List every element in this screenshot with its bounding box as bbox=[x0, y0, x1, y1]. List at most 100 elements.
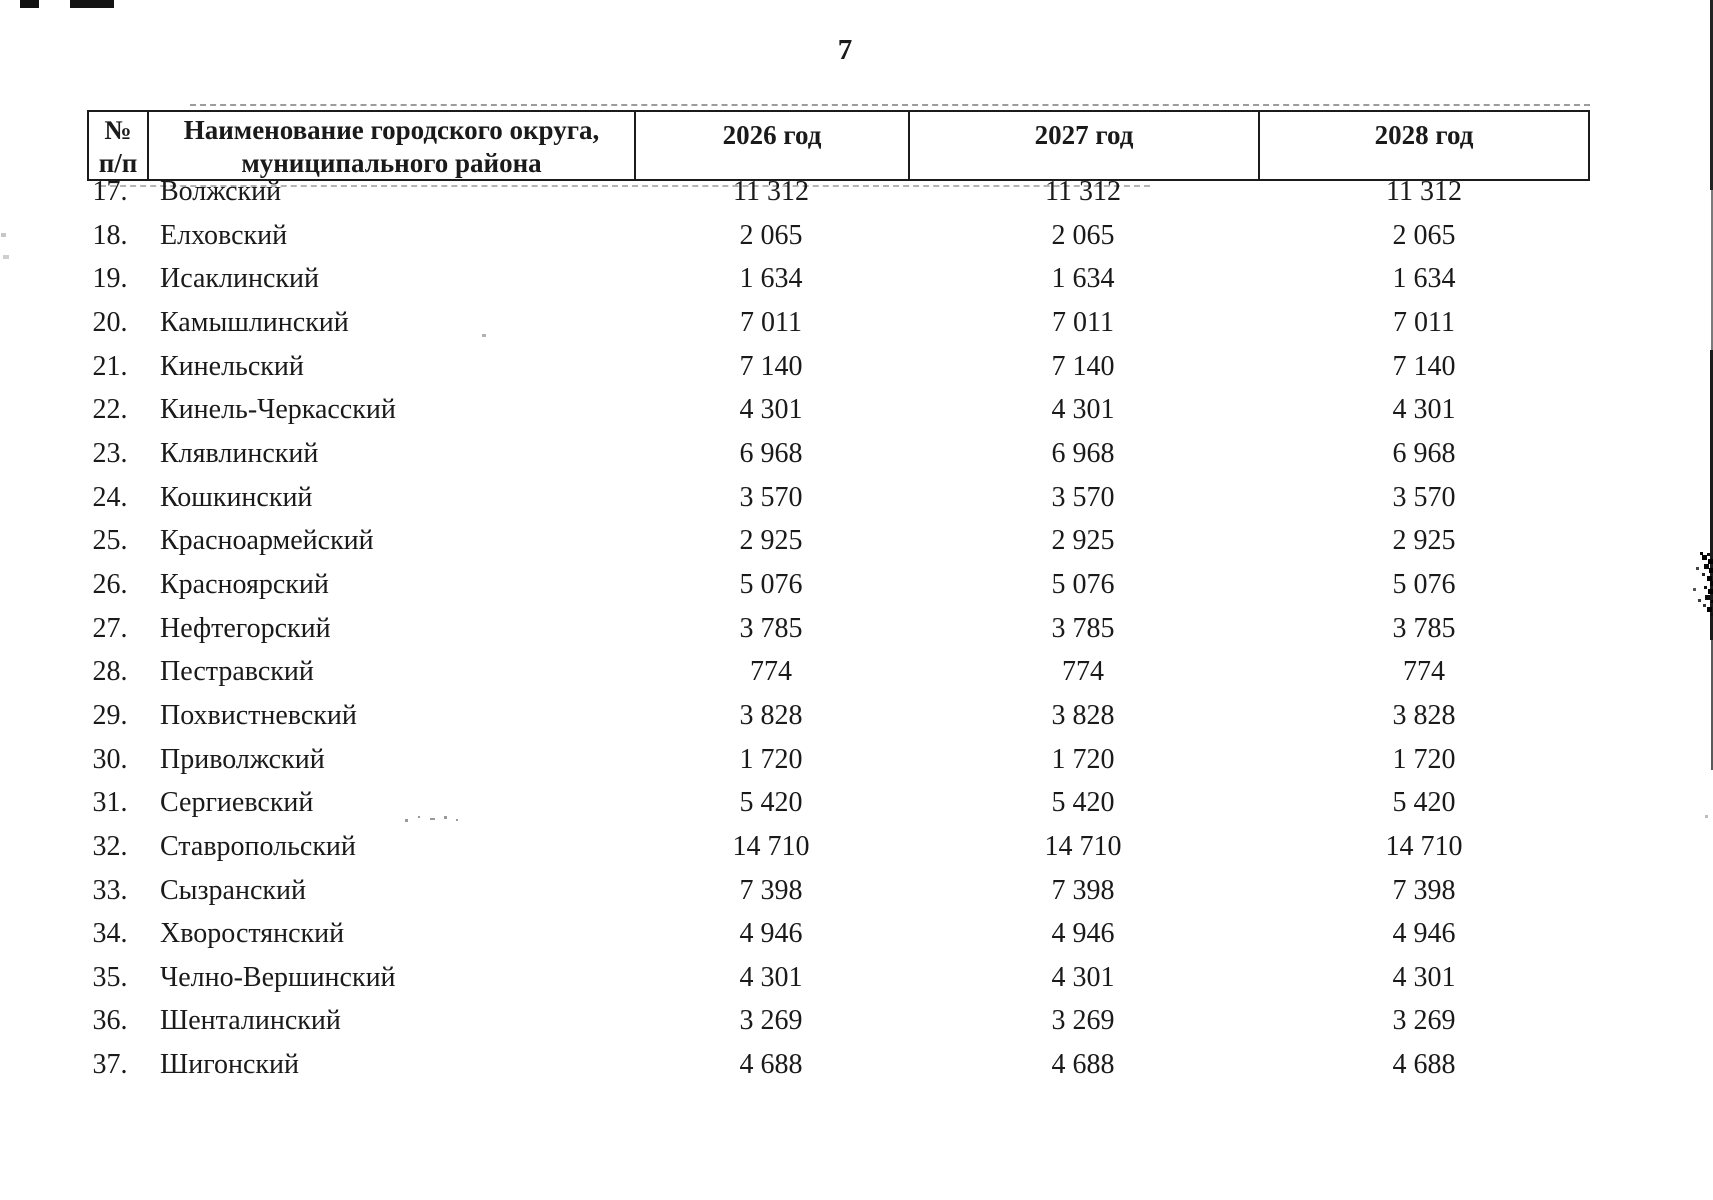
row-number: 37. bbox=[92, 1049, 128, 1081]
table-row: 33. Сызранский 7 398 7 398 7 398 bbox=[0, 869, 1713, 913]
value-2026: 7 011 bbox=[740, 306, 802, 338]
table-row: 35. Челно-Вершинский 4 301 4 301 4 301 bbox=[0, 956, 1713, 1000]
value-2027: 7 398 bbox=[1051, 874, 1115, 906]
value-2028: 2 065 bbox=[1392, 219, 1456, 251]
scan-ghost-line-top bbox=[190, 104, 1590, 106]
district-name: Хворостянский bbox=[160, 918, 345, 950]
table-row: 24. Кошкинский 3 570 3 570 3 570 bbox=[0, 476, 1713, 520]
scan-edge-line-1 bbox=[1710, 0, 1713, 190]
table-row: 34. Хворостянский 4 946 4 946 4 946 bbox=[0, 912, 1713, 956]
value-2026: 11 312 bbox=[733, 176, 809, 207]
value-2026: 5 420 bbox=[739, 787, 803, 819]
scan-speck-left-2 bbox=[3, 255, 9, 259]
district-name: Похвистневский bbox=[160, 699, 357, 731]
value-2027: 3 570 bbox=[1051, 481, 1115, 513]
district-name: Красноармейский bbox=[160, 525, 374, 557]
district-name: Исаклинский bbox=[160, 263, 319, 295]
header-num-line2: п/п bbox=[98, 148, 138, 178]
scan-speck-row20 bbox=[482, 334, 486, 337]
table-row: 31. Сергиевский 5 420 5 420 5 420 bbox=[0, 781, 1713, 825]
district-name: Елховский bbox=[160, 219, 288, 251]
value-2027: 11 312 bbox=[1045, 176, 1121, 207]
row-number: 27. bbox=[92, 612, 128, 644]
table-row: 21. Кинельский 7 140 7 140 7 140 bbox=[0, 345, 1713, 389]
value-2028: 5 076 bbox=[1392, 568, 1456, 600]
scan-edge-line-2 bbox=[1711, 190, 1713, 350]
value-2028: 1 634 bbox=[1392, 263, 1456, 295]
value-2027: 4 301 bbox=[1051, 961, 1115, 993]
value-2027: 1 634 bbox=[1051, 263, 1115, 295]
value-2026: 3 828 bbox=[739, 699, 803, 731]
table-row: 26. Красноярский 5 076 5 076 5 076 bbox=[0, 563, 1713, 607]
value-2026: 1 720 bbox=[739, 743, 803, 775]
value-2028: 4 301 bbox=[1392, 961, 1456, 993]
scan-speck-right bbox=[1705, 815, 1708, 818]
row-number: 36. bbox=[92, 1005, 128, 1037]
value-2027: 4 301 bbox=[1051, 394, 1115, 426]
table-row: 37. Шигонский 4 688 4 688 4 688 bbox=[0, 1043, 1713, 1087]
district-name: Кошкинский bbox=[160, 481, 313, 513]
value-2028: 7 140 bbox=[1392, 350, 1456, 382]
district-name: Ставропольский bbox=[160, 830, 356, 862]
value-2028: 14 710 bbox=[1385, 830, 1463, 862]
value-2028: 11 312 bbox=[1386, 176, 1462, 207]
row-number: 17. bbox=[92, 176, 128, 207]
district-name: Пестравский bbox=[160, 656, 314, 688]
value-2026: 6 968 bbox=[739, 437, 803, 469]
value-2028: 2 925 bbox=[1392, 525, 1456, 557]
value-2026: 4 301 bbox=[739, 961, 803, 993]
table-row: 18. Елховский 2 065 2 065 2 065 bbox=[0, 214, 1713, 258]
value-2027: 1 720 bbox=[1051, 743, 1115, 775]
scan-artifact-top-left-2 bbox=[70, 0, 114, 8]
value-2026: 7 140 bbox=[739, 350, 803, 382]
value-2027: 2 925 bbox=[1051, 525, 1115, 557]
row-number: 20. bbox=[92, 306, 128, 338]
value-2026: 1 634 bbox=[739, 263, 803, 295]
value-2028: 774 bbox=[1403, 656, 1445, 688]
value-2026: 4 301 bbox=[739, 394, 803, 426]
value-2027: 5 420 bbox=[1051, 787, 1115, 819]
value-2026: 4 946 bbox=[739, 918, 803, 950]
value-2026: 14 710 bbox=[732, 830, 810, 862]
scan-edge-line-3 bbox=[1710, 350, 1713, 640]
row-number: 19. bbox=[92, 263, 128, 295]
header-name-line1: Наименование городского округа, bbox=[183, 115, 600, 145]
page-number: 7 bbox=[837, 34, 853, 66]
value-2028: 7 398 bbox=[1392, 874, 1456, 906]
table-row: 28. Пестравский 774 774 774 bbox=[0, 650, 1713, 694]
header-num-line1: № bbox=[104, 115, 132, 145]
table-row: 19. Исаклинский 1 634 1 634 1 634 bbox=[0, 257, 1713, 301]
row-number: 33. bbox=[92, 874, 128, 906]
value-2027: 2 065 bbox=[1051, 219, 1115, 251]
value-2027: 4 946 bbox=[1051, 918, 1115, 950]
scan-speck-left-1 bbox=[1, 233, 6, 237]
value-2028: 6 968 bbox=[1392, 437, 1456, 469]
row-number: 30. bbox=[92, 743, 128, 775]
district-name: Приволжский bbox=[160, 743, 325, 775]
table-row: 17. Волжский 11 312 11 312 11 312 bbox=[0, 170, 1713, 214]
district-name: Клявлинский bbox=[160, 437, 319, 469]
value-2028: 1 720 bbox=[1392, 743, 1456, 775]
value-2028: 4 688 bbox=[1392, 1049, 1456, 1081]
value-2026: 4 688 bbox=[739, 1049, 803, 1081]
row-number: 22. bbox=[92, 394, 128, 426]
value-2026: 3 269 bbox=[739, 1005, 803, 1037]
header-cell-2028: 2028 год bbox=[1374, 120, 1474, 150]
value-2028: 4 301 bbox=[1392, 394, 1456, 426]
value-2027: 774 bbox=[1062, 656, 1104, 688]
scan-ghost-line-bottom bbox=[100, 185, 1150, 187]
row-number: 24. bbox=[92, 481, 128, 513]
district-name: Камышлинский bbox=[160, 306, 349, 338]
row-number: 26. bbox=[92, 568, 128, 600]
value-2027: 6 968 bbox=[1051, 437, 1115, 469]
row-number: 29. bbox=[92, 699, 128, 731]
scan-noise-blob bbox=[1700, 552, 1703, 555]
district-name: Шигонский bbox=[160, 1049, 300, 1081]
value-2028: 5 420 bbox=[1392, 787, 1456, 819]
row-number: 18. bbox=[92, 219, 128, 251]
district-name: Шенталинский bbox=[160, 1005, 341, 1037]
table-row: 36. Шенталинский 3 269 3 269 3 269 bbox=[0, 999, 1713, 1043]
value-2026: 2 925 bbox=[739, 525, 803, 557]
row-number: 23. bbox=[92, 437, 128, 469]
district-name: Красноярский bbox=[160, 568, 329, 600]
